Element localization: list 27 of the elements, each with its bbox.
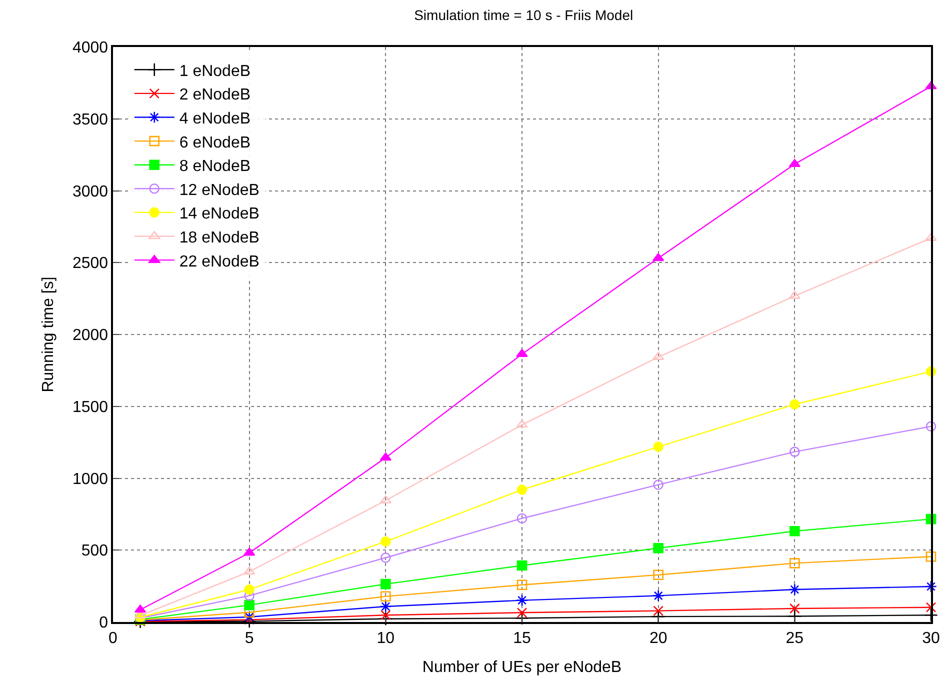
- legend-label: 6 eNodeB: [179, 134, 251, 152]
- y-tick-label: 1500: [72, 398, 108, 416]
- legend-label: 8 eNodeB: [179, 158, 251, 176]
- y-tick-label: 1000: [72, 470, 108, 488]
- x-tick-label: 10: [376, 630, 395, 647]
- y-tick-label: 3000: [72, 183, 108, 200]
- x-tick-label: 20: [649, 630, 668, 647]
- y-axis-title: Running time [s]: [40, 276, 57, 392]
- legend-label: 22 eNodeB: [179, 253, 260, 270]
- y-tick-label: 0: [99, 614, 108, 632]
- legend-label: 4 eNodeB: [179, 110, 251, 128]
- y-tick-label: 2500: [72, 255, 108, 272]
- legend-label: 18 eNodeB: [179, 229, 260, 246]
- x-tick-label: 5: [244, 630, 254, 647]
- y-tick-label: 2000: [72, 327, 108, 344]
- y-tick-label: 3500: [72, 111, 108, 128]
- legend-label: 14 eNodeB: [179, 206, 260, 223]
- x-tick-label: 15: [513, 630, 531, 647]
- legend-label: 1 eNodeB: [179, 62, 251, 80]
- y-tick-label: 500: [81, 542, 108, 560]
- x-tick-label: 25: [786, 630, 804, 647]
- legend-label: 2 eNodeB: [179, 86, 251, 104]
- legend-label: 12 eNodeB: [179, 182, 260, 199]
- chart-title: Simulation time = 10 s - Friis Model: [414, 7, 634, 24]
- x-tick-label: 30: [922, 630, 940, 647]
- x-axis-title: Number of UEs per eNodeB: [422, 659, 622, 676]
- y-tick-label: 4000: [72, 40, 108, 57]
